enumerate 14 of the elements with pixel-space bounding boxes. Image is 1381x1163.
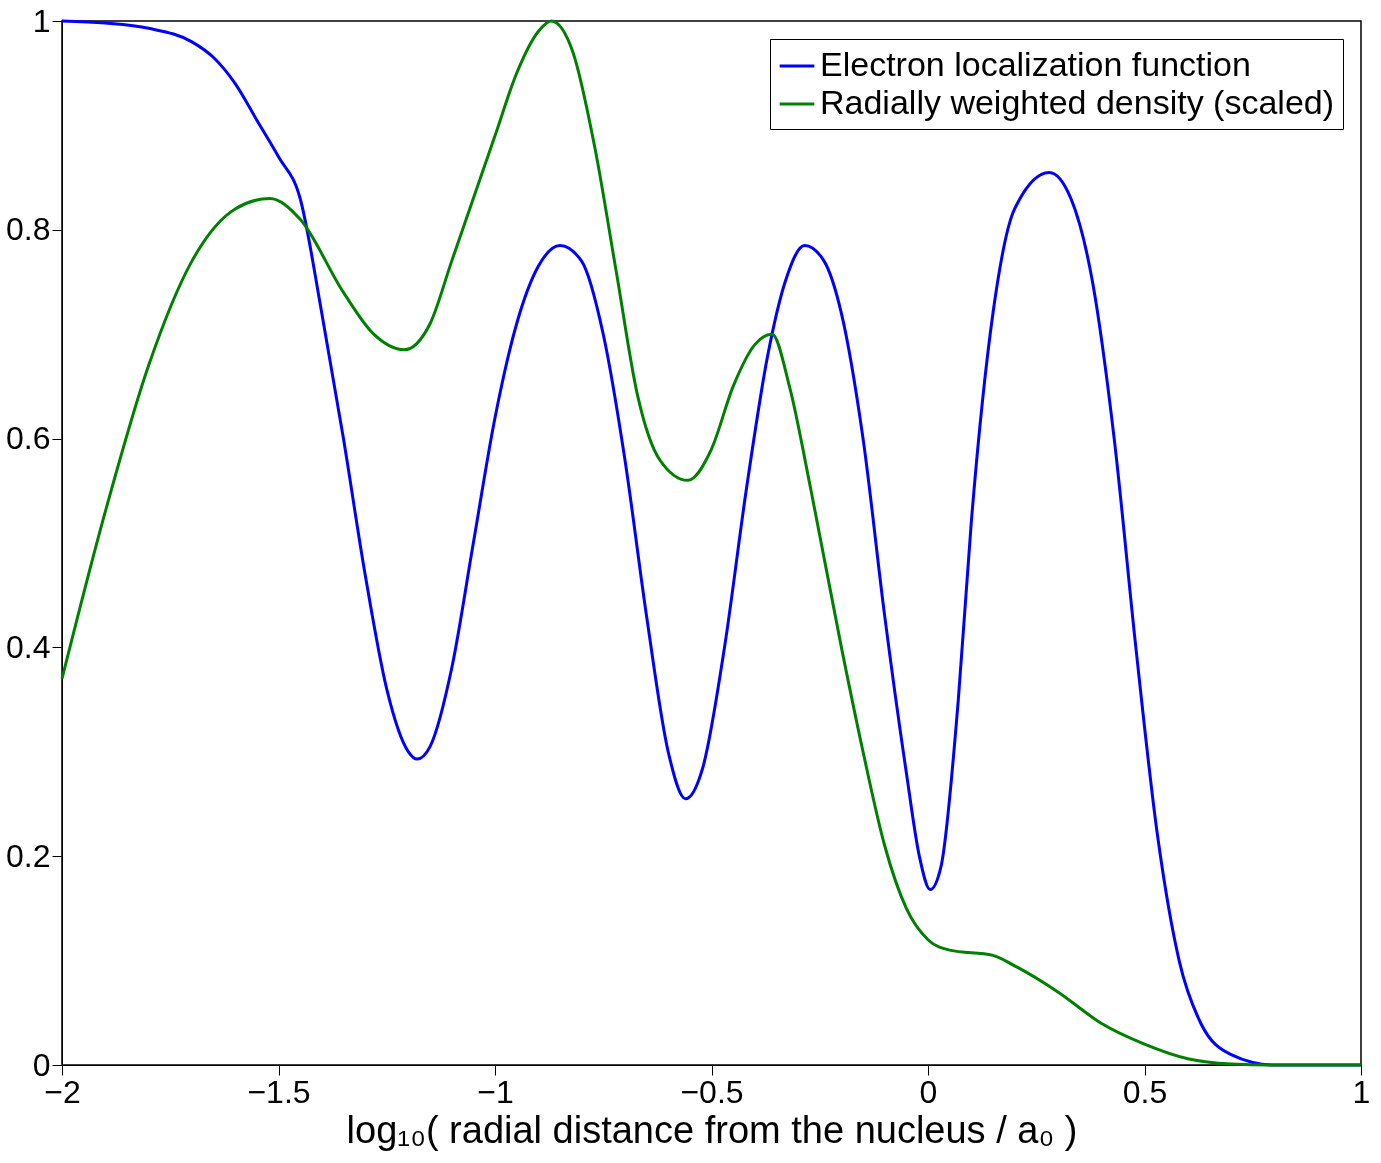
x-tick-label: −0.5 <box>680 1073 744 1110</box>
x-axis-title: log₁₀( radial distance from the nucleus / a₀ ) <box>346 1108 1078 1151</box>
x-tick-label: 0 <box>919 1073 938 1110</box>
y-tick-label: 0.6 <box>6 420 51 457</box>
x-tick-label: 0.5 <box>1122 1073 1168 1110</box>
x-tick-label: 1 <box>1352 1073 1371 1110</box>
legend-label: Radially weighted density (scaled) <box>820 83 1335 121</box>
y-tick-label: 0.8 <box>6 211 51 248</box>
x-tick-label: −1.5 <box>247 1073 311 1110</box>
legend-label: Electron localization function <box>820 45 1251 83</box>
y-tick-label: 0.4 <box>6 628 51 665</box>
y-tick-label: 1 <box>32 2 51 39</box>
y-tick-label: 0.2 <box>6 837 51 874</box>
x-tick-label: −1 <box>477 1073 514 1110</box>
